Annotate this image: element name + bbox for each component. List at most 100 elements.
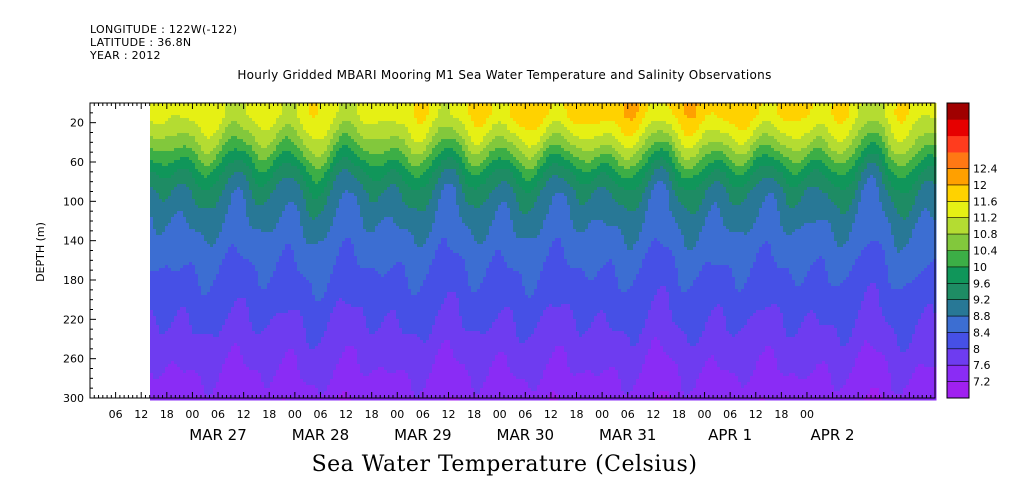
heatmap-cell: [234, 217, 238, 221]
heatmap-cell: [201, 367, 205, 371]
heatmap-cell: [168, 220, 172, 224]
heatmap-cell: [219, 358, 223, 362]
heatmap-cell: [165, 310, 169, 314]
heatmap-cell: [213, 148, 217, 152]
heatmap-cell: [171, 169, 175, 173]
heatmap-cell: [273, 250, 277, 254]
heatmap-cell: [207, 358, 211, 362]
heatmap-cell: [288, 376, 292, 380]
heatmap-cell: [198, 214, 202, 218]
heatmap-cell: [174, 166, 178, 170]
heatmap-cell: [282, 301, 286, 305]
heatmap-cell: [222, 310, 226, 314]
heatmap-cell: [282, 370, 286, 374]
heatmap-cell: [195, 262, 199, 266]
heatmap-cell: [267, 274, 271, 278]
heatmap-cell: [213, 322, 217, 326]
heatmap-cell: [198, 199, 202, 203]
heatmap-cell: [279, 127, 283, 131]
heatmap-cell: [207, 127, 211, 131]
heatmap-cell: [207, 313, 211, 317]
heatmap-cell: [207, 223, 211, 227]
heatmap-cell: [291, 328, 295, 332]
heatmap-cell: [246, 376, 250, 380]
heatmap-cell: [285, 340, 289, 344]
heatmap-cell: [183, 325, 187, 329]
heatmap-cell: [255, 127, 259, 131]
heatmap-cell: [150, 283, 154, 287]
heatmap-cell: [219, 148, 223, 152]
heatmap-cell: [177, 193, 181, 197]
heatmap-cell: [150, 376, 154, 380]
heatmap-cell: [243, 319, 247, 323]
heatmap-cell: [228, 109, 232, 113]
heatmap-cell: [201, 232, 205, 236]
heatmap-cell: [156, 106, 160, 110]
heatmap-cell: [246, 295, 250, 299]
heatmap-cell: [282, 121, 286, 125]
heatmap-cell: [255, 325, 259, 329]
heatmap-cell: [252, 343, 256, 347]
heatmap-cell: [237, 136, 241, 140]
heatmap-cell: [162, 280, 166, 284]
heatmap-cell: [249, 352, 253, 356]
heatmap-cell: [243, 346, 247, 350]
heatmap-cell: [267, 223, 271, 227]
heatmap-cell: [156, 127, 160, 131]
heatmap-cell: [216, 184, 220, 188]
heatmap-cell: [174, 232, 178, 236]
heatmap-cell: [228, 319, 232, 323]
heatmap-cell: [198, 127, 202, 131]
heatmap-cell: [198, 358, 202, 362]
heatmap-cell: [291, 373, 295, 377]
heatmap-cell: [234, 283, 238, 287]
heatmap-cell: [213, 220, 217, 224]
heatmap-cell: [279, 286, 283, 290]
heatmap-cell: [150, 202, 154, 206]
heatmap-cell: [285, 367, 289, 371]
heatmap-cell: [288, 289, 292, 293]
heatmap-cell: [294, 298, 298, 302]
heatmap-cell: [228, 181, 232, 185]
heatmap-cell: [285, 115, 289, 119]
heatmap-cell: [177, 202, 181, 206]
heatmap-cell: [159, 292, 163, 296]
heatmap-cell: [213, 166, 217, 170]
heatmap-cell: [201, 223, 205, 227]
heatmap-cell: [258, 304, 262, 308]
heatmap-cell: [231, 127, 235, 131]
heatmap-cell: [282, 328, 286, 332]
heatmap-cell: [258, 259, 262, 263]
heatmap-cell: [162, 346, 166, 350]
heatmap-cell: [222, 199, 226, 203]
heatmap-cell: [291, 247, 295, 251]
heatmap-cell: [180, 160, 184, 164]
heatmap-cell: [234, 205, 238, 209]
heatmap-cell: [261, 325, 265, 329]
heatmap-cell: [240, 301, 244, 305]
heatmap-cell: [279, 280, 283, 284]
heatmap-cell: [189, 382, 193, 386]
heatmap-cell: [153, 226, 157, 230]
heatmap-cell: [201, 349, 205, 353]
heatmap-cell: [210, 103, 214, 107]
heatmap-cell: [300, 184, 304, 188]
heatmap-cell: [174, 340, 178, 344]
heatmap-cell: [207, 376, 211, 380]
heatmap-cell: [279, 301, 283, 305]
heatmap-cell: [273, 361, 277, 365]
heatmap-cell: [270, 364, 274, 368]
heatmap-cell: [261, 175, 265, 179]
heatmap-cell: [219, 271, 223, 275]
heatmap-cell: [261, 256, 265, 260]
heatmap-cell: [180, 181, 184, 185]
heatmap-cell: [150, 112, 154, 116]
heatmap-cell: [183, 319, 187, 323]
heatmap-cell: [213, 163, 217, 167]
heatmap-cell: [297, 382, 301, 386]
heatmap-cell: [258, 169, 262, 173]
heatmap-cell: [201, 331, 205, 335]
heatmap-cell: [246, 310, 250, 314]
heatmap-cell: [204, 118, 208, 122]
heatmap-cell: [297, 229, 301, 233]
